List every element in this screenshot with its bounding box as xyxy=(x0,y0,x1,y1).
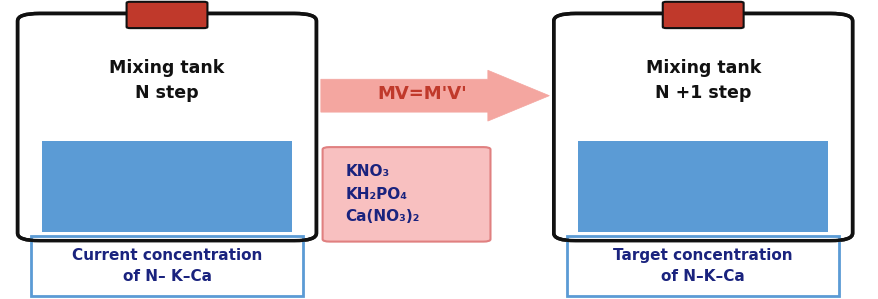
Polygon shape xyxy=(320,70,549,121)
Text: Ca(NO₃)₂: Ca(NO₃)₂ xyxy=(345,209,420,224)
Bar xyxy=(578,141,827,232)
Text: MV=M'V': MV=M'V' xyxy=(377,85,466,103)
FancyBboxPatch shape xyxy=(31,236,303,296)
Text: Mixing tank
N step: Mixing tank N step xyxy=(109,59,225,102)
FancyBboxPatch shape xyxy=(322,147,490,242)
Bar xyxy=(42,141,291,232)
Text: Mixing tank
N +1 step: Mixing tank N +1 step xyxy=(644,59,760,102)
FancyBboxPatch shape xyxy=(662,2,743,28)
Text: KH₂PO₄: KH₂PO₄ xyxy=(345,187,407,202)
FancyBboxPatch shape xyxy=(18,13,316,241)
Text: Target concentration
of N–K–Ca: Target concentration of N–K–Ca xyxy=(613,248,792,284)
Text: KNO₃: KNO₃ xyxy=(345,164,389,179)
FancyBboxPatch shape xyxy=(566,236,838,296)
FancyBboxPatch shape xyxy=(126,2,207,28)
FancyBboxPatch shape xyxy=(553,13,852,241)
Text: Current concentration
of N– K–Ca: Current concentration of N– K–Ca xyxy=(72,248,262,284)
